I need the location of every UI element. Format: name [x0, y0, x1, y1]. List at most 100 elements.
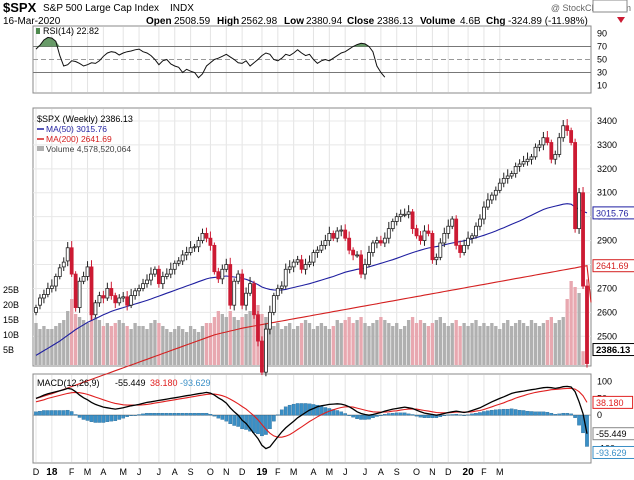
candle-body	[172, 262, 177, 270]
macd-histogram-bar	[113, 415, 118, 421]
volume-bar	[486, 326, 490, 365]
macd-histogram-bar	[478, 412, 482, 416]
candle-body	[343, 229, 348, 239]
time-tick-label: A	[378, 467, 384, 477]
macd-histogram-bar	[141, 413, 145, 416]
candle-body	[192, 246, 197, 249]
volume-bar	[93, 317, 98, 365]
macd-histogram-bar	[133, 415, 137, 416]
time-tick-label: F	[481, 467, 487, 477]
volume-bar	[73, 314, 78, 365]
chart-header: $SPX S&P 500 Large Cap Index INDX 16-Mar…	[3, 0, 631, 27]
volume-bar	[145, 329, 149, 365]
candle-body	[347, 237, 352, 251]
macd-histogram-bar	[486, 410, 490, 416]
macd-histogram-bar	[347, 415, 351, 416]
rsi-line	[35, 36, 386, 79]
candle-body	[466, 237, 470, 246]
rsi-tick-label: 10	[597, 81, 607, 91]
macd-legend-text: MACD(12,26,9)	[37, 378, 100, 388]
candle-body	[339, 229, 344, 232]
time-tick-label: J	[137, 467, 142, 477]
candle-body	[371, 242, 375, 253]
candle-body	[311, 252, 316, 263]
volume-bar	[149, 323, 153, 365]
volume-bar	[517, 320, 522, 365]
macd-line	[35, 385, 588, 450]
volume-bar	[117, 320, 121, 365]
candle-body	[573, 142, 578, 230]
volume-bar	[557, 320, 561, 365]
macd-histogram-bar	[521, 410, 526, 416]
volume-bar	[510, 326, 514, 365]
candle-body	[57, 267, 62, 277]
macd-histogram-bar	[438, 415, 443, 417]
volume-bar	[276, 323, 280, 365]
volume-bar	[188, 326, 193, 365]
macd-histogram-bar	[505, 408, 510, 416]
candle-body	[577, 192, 581, 230]
macd-histogram-bar	[359, 415, 363, 420]
macd-histogram-bar	[232, 415, 237, 426]
macd-histogram-bar	[256, 415, 260, 435]
volume-bar	[161, 326, 165, 365]
volume-bar	[252, 308, 256, 365]
macd-histogram-bar	[287, 404, 292, 416]
candle-body	[204, 233, 209, 239]
candle-body	[418, 235, 423, 241]
macd-histogram-bar	[204, 412, 209, 416]
macd-histogram-bar	[208, 413, 213, 416]
time-tick-label: S	[188, 467, 194, 477]
volume-tick-label: 5B	[3, 345, 14, 355]
volume-bar	[319, 323, 324, 365]
volume-bar	[525, 326, 530, 365]
macd-histogram-bar	[101, 415, 106, 423]
volume-bar	[438, 317, 442, 365]
candle-body	[307, 261, 312, 265]
volume-bar	[46, 329, 50, 365]
candle-body	[176, 260, 181, 264]
candle-body	[561, 125, 566, 139]
macd-histogram-bar	[264, 415, 268, 435]
candle-body	[434, 256, 439, 261]
rsi-last-value: 22.82	[596, 0, 619, 2]
macd-last-value: -55.449	[596, 429, 627, 439]
price-tick-label: 2600	[597, 307, 617, 317]
candle-body	[149, 273, 153, 281]
volume-bar	[38, 329, 42, 365]
candle-body	[355, 254, 359, 257]
candle-body	[367, 252, 371, 265]
volume-bar	[113, 323, 117, 365]
macd-histogram-bar	[260, 415, 264, 437]
macd-histogram-bar	[145, 412, 149, 416]
rsi-legend-swatch	[36, 28, 40, 34]
macd-histogram-bar	[81, 415, 86, 420]
volume-bar	[133, 323, 137, 365]
candle-body	[77, 280, 82, 308]
rsi-tick-label: 90	[597, 29, 607, 39]
candle-body	[168, 268, 173, 275]
candle-body	[430, 233, 435, 261]
macd-histogram-bar	[61, 410, 66, 416]
macd-histogram-bar	[390, 412, 395, 416]
macd-histogram-bar	[299, 403, 304, 416]
candle-body	[470, 235, 474, 239]
candle-body	[331, 233, 336, 239]
signal-line	[35, 387, 588, 438]
macd-histogram-bar	[176, 412, 181, 416]
chg-value: -324.89 (-11.98%)	[508, 16, 588, 27]
volume-bar	[363, 323, 367, 365]
time-tick-label: 20	[463, 467, 475, 478]
macd-histogram-bar	[398, 412, 403, 416]
candle-body	[113, 295, 118, 304]
macd-histogram-bar	[537, 411, 542, 416]
volume-bar	[561, 317, 565, 365]
volume-bar	[268, 323, 272, 365]
candle-body	[438, 242, 443, 258]
macd-histogram-bar	[137, 414, 141, 416]
volume-bar	[165, 329, 169, 365]
volume-bar	[315, 326, 320, 365]
time-tick-label: M	[119, 467, 127, 477]
time-tick-label: 18	[46, 467, 58, 478]
